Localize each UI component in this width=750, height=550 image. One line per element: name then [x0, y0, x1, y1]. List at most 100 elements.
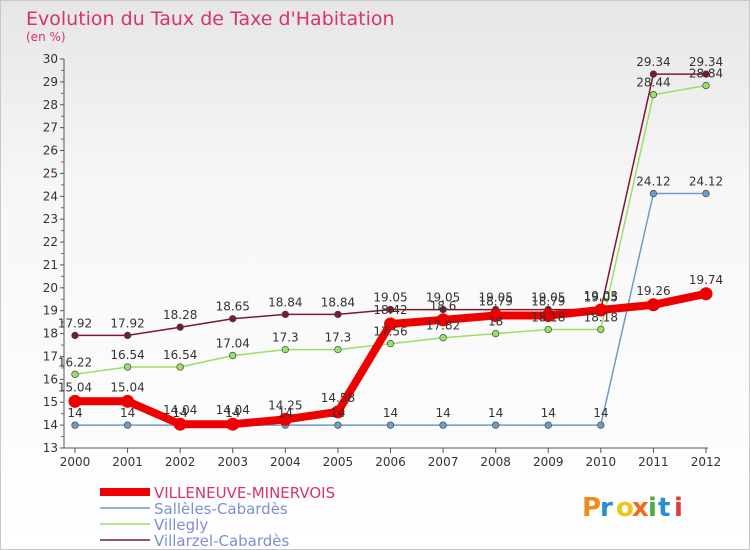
data-point	[646, 298, 660, 312]
data-point	[699, 287, 713, 301]
data-label: 16.54	[110, 348, 144, 362]
logo-letter: o	[616, 493, 634, 523]
data-label: 18.84	[268, 295, 302, 309]
data-point	[384, 317, 397, 331]
data-label: 14	[120, 406, 135, 420]
data-point	[541, 309, 555, 323]
x-tick-label: 2003	[217, 455, 248, 469]
data-label: 19.74	[689, 273, 723, 287]
data-label: 19.05	[531, 291, 565, 305]
data-label: 19.26	[636, 284, 670, 298]
data-point	[123, 363, 132, 371]
data-label: 14	[541, 406, 556, 420]
data-label: 17.82	[426, 319, 460, 333]
data-label: 18.84	[321, 295, 355, 309]
y-tick-label: 19	[43, 304, 58, 318]
logo-letter: i	[648, 493, 657, 523]
data-label: 18.65	[216, 300, 250, 314]
data-point	[229, 315, 237, 323]
y-tick-label: 25	[43, 166, 58, 180]
logo-letter: x	[632, 493, 649, 523]
data-label: 28.84	[689, 67, 723, 81]
data-point	[439, 305, 447, 314]
data-point	[436, 313, 450, 327]
data-point	[121, 394, 135, 408]
data-label: 29.34	[636, 55, 670, 69]
x-tick-label: 2001	[112, 455, 143, 469]
data-label: 18.79	[478, 295, 512, 309]
data-label: 18.18	[584, 310, 618, 324]
data-label: 15.04	[58, 380, 92, 394]
data-label: 17.3	[272, 331, 299, 345]
data-point	[71, 370, 79, 378]
y-tick-label: 15	[43, 395, 58, 409]
data-point	[386, 305, 395, 314]
data-label: 14	[278, 406, 293, 420]
data-label: 24.12	[636, 175, 670, 189]
data-point	[173, 417, 187, 431]
y-tick-label: 23	[43, 212, 58, 226]
data-label: 19.03	[584, 289, 618, 303]
data-label: 19.05	[584, 291, 618, 305]
x-tick-label: 2006	[375, 455, 406, 469]
data-point	[278, 412, 292, 426]
data-point	[71, 331, 79, 340]
x-tick-label: 2007	[428, 455, 459, 469]
data-label: 14	[173, 406, 188, 420]
data-point	[594, 303, 608, 317]
data-label: 14.58	[321, 391, 355, 405]
data-label: 18.42	[373, 303, 407, 317]
data-label: 18	[488, 315, 503, 329]
data-point	[331, 405, 345, 419]
data-label: 14	[67, 406, 82, 420]
x-tick-label: 2004	[270, 455, 301, 469]
data-point	[334, 310, 342, 319]
data-point	[489, 309, 503, 323]
legend-label: Sallèles-Cabardès	[154, 500, 288, 518]
data-point	[649, 70, 658, 78]
data-label: 17.3	[325, 331, 352, 345]
data-label: 28.44	[636, 76, 670, 90]
axes: 13 14 15 16 17 18 19 20 21 22 23 24 25 26 27 28 29 30 2000…	[43, 52, 722, 469]
legend-label: Villegly	[154, 516, 208, 534]
data-point	[334, 345, 342, 354]
data-point	[492, 329, 500, 338]
y-tick-label: 24	[43, 189, 58, 203]
x-tick-label: 2000	[60, 455, 91, 469]
y-tick-label: 20	[43, 281, 58, 295]
data-point	[597, 421, 605, 429]
x-tick-label: 2010	[586, 455, 617, 469]
data-label: 29.34	[689, 55, 723, 69]
y-tick-label: 29	[43, 75, 58, 89]
data-label: 18.18	[531, 310, 565, 324]
logo-letter: P	[582, 493, 601, 523]
data-point	[386, 340, 395, 348]
data-label: 17.56	[373, 325, 407, 339]
data-label: 14	[330, 406, 345, 420]
data-label: 14	[488, 406, 503, 420]
data-label: 18.79	[531, 295, 565, 309]
proxiti-logo: Pr ox i t i	[582, 493, 683, 523]
data-label: 19.05	[426, 291, 460, 305]
data-point	[702, 189, 710, 198]
data-label: 17.04	[216, 337, 250, 351]
x-tick-label: 2002	[165, 455, 196, 469]
data-point	[597, 325, 605, 334]
data-point	[649, 91, 658, 99]
data-label: 14	[593, 406, 608, 420]
data-point	[439, 421, 447, 429]
data-labels: 17.92 17.92 18.28 18.65 18.84 18.84 19.05 19.05…	[58, 55, 723, 420]
y-tick-label: 18	[43, 327, 58, 341]
data-label: 19.05	[373, 291, 407, 305]
logo-letter: i	[674, 493, 683, 523]
legend-label: VILLENEUVE-MINERVOIS	[154, 484, 335, 502]
chart-subtitle: (en %)	[26, 30, 66, 44]
x-tick-label: 2005	[323, 455, 354, 469]
data-point	[281, 310, 289, 319]
y-tick-label: 21	[43, 258, 58, 272]
y-tick-label: 16	[43, 372, 58, 386]
y-tick-label: 26	[43, 144, 58, 158]
data-point	[68, 394, 82, 408]
legend-label: Villarzel-Cabardès	[154, 532, 290, 550]
data-label: 14.04	[163, 403, 197, 417]
